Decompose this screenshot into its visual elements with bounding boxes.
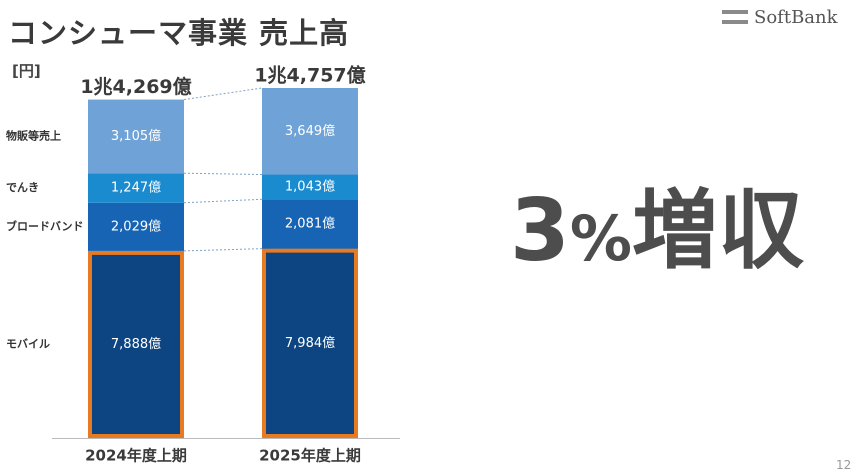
data-label-2-4: 3,649億 <box>285 123 335 139</box>
bar-2-segment-2 <box>262 199 358 249</box>
bar-2-segment-4 <box>262 88 358 175</box>
data-label-2-1: 7,984億 <box>285 335 335 351</box>
softbank-logo: SoftBank <box>722 6 838 28</box>
series-name-2: ブロードバンド <box>6 219 84 233</box>
bar-1-segment-3 <box>88 173 184 203</box>
data-label-2-3: 1,043億 <box>285 178 335 194</box>
growth-value: 3 <box>510 181 570 281</box>
page-number: 12 <box>836 458 852 472</box>
connector-line-2 <box>183 198 263 204</box>
connector-line-3 <box>183 172 263 176</box>
connector-line-1 <box>183 248 263 252</box>
category-label-2: 2025年度上期 <box>259 447 361 465</box>
bar-2-segment-3 <box>262 174 358 200</box>
data-label-1-3: 1,247億 <box>111 180 161 196</box>
highlight-border-2 <box>262 248 358 438</box>
growth-percent-sign: % <box>569 202 632 275</box>
data-label-2-2: 2,081億 <box>285 215 335 231</box>
bar-1-segment-4 <box>88 99 184 174</box>
series-name-3: でんき <box>6 181 39 194</box>
data-label-1-1: 7,888億 <box>111 336 161 352</box>
connector-line-4 <box>183 87 263 101</box>
bar-1-segment-1 <box>88 250 184 438</box>
series-name-4: 物販等売上 <box>6 128 61 142</box>
bar-1-segment-2 <box>88 202 184 251</box>
total-label-1: 1兆4,269億 <box>80 75 191 98</box>
logo-text: SoftBank <box>754 6 838 28</box>
category-label-1: 2024年度上期 <box>85 447 187 465</box>
page-title: コンシューマ事業 売上高 <box>8 16 350 50</box>
growth-callout: 3%増収 <box>510 160 804 285</box>
data-label-1-2: 2,029億 <box>111 218 161 234</box>
total-label-2: 1兆4,757億 <box>254 64 365 87</box>
unit-label: [円] <box>12 62 41 80</box>
growth-label: 増収 <box>631 181 804 281</box>
logo-bars-icon <box>722 10 748 24</box>
highlight-border-1 <box>88 250 184 438</box>
series-name-1: モバイル <box>6 337 50 350</box>
data-label-1-4: 3,105億 <box>111 128 161 144</box>
bar-2-segment-1 <box>262 248 358 438</box>
